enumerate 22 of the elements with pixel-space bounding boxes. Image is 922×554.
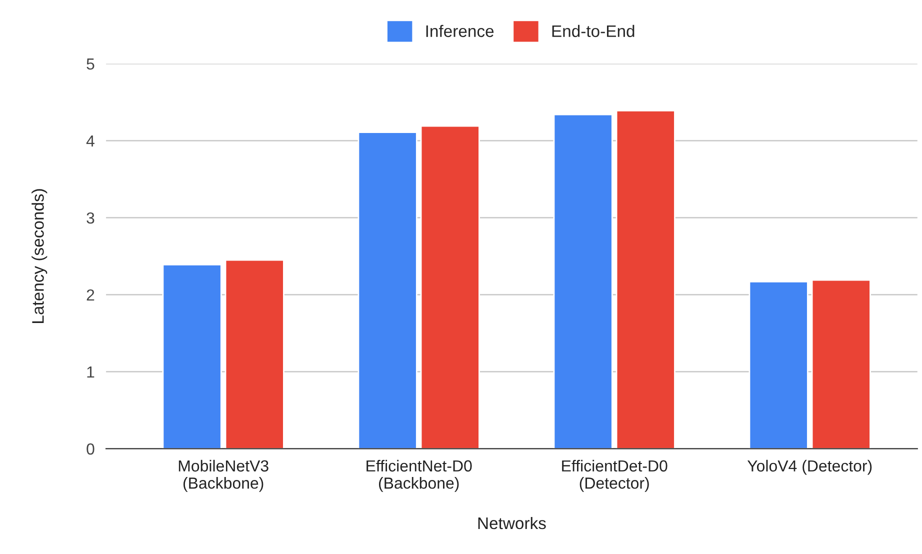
y-tick-label: 4: [86, 136, 94, 147]
x-tick-label: EfficientNet-D0 (Backbone): [366, 460, 472, 492]
bar: [358, 132, 418, 449]
bar: [811, 279, 871, 449]
bar: [420, 125, 480, 449]
bar: [616, 110, 676, 449]
x-tick-label: MobileNetV3 (Backbone): [178, 460, 268, 492]
legend-label: End-to-End: [552, 24, 634, 38]
y-tick-label: 5: [86, 58, 94, 70]
x-tick-label: YoloV4 (Detector): [747, 460, 872, 475]
y-tick-label: 1: [87, 366, 94, 378]
y-tick-label: 0: [86, 443, 94, 455]
x-tick-label: EfficientDet-D0 (Detector): [562, 460, 668, 492]
x-axis-title: Networks: [478, 516, 546, 530]
y-tick-label: 2: [86, 289, 94, 301]
bar: [553, 114, 613, 449]
bar: [748, 280, 808, 449]
y-tick-label: 3: [86, 212, 94, 224]
y-axis-title: Latency (seconds): [32, 189, 48, 323]
bar: [162, 264, 222, 449]
legend-label: Inference: [426, 24, 494, 38]
bar: [224, 259, 284, 449]
